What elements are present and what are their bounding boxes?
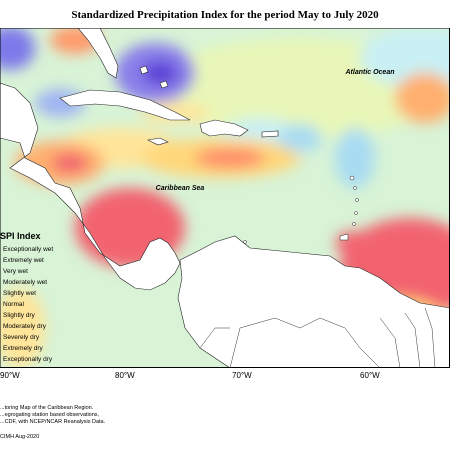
- legend-label: Extremely wet: [3, 257, 44, 264]
- legend-item: Very wet: [0, 266, 53, 277]
- legend-label: Moderately wet: [3, 279, 48, 286]
- legend-item: Slightly dry: [0, 310, 53, 321]
- legend-item: Normal: [0, 299, 53, 310]
- legend-item: Moderately dry: [0, 321, 53, 332]
- spi-legend: SPI Index Exceptionally wet Extremely wet…: [0, 231, 53, 365]
- spi-map: Atlantic Ocean Caribbean Sea: [0, 28, 450, 368]
- legend-title: SPI Index: [0, 231, 41, 241]
- legend-label: Severely dry: [3, 334, 40, 341]
- legend-label: Moderately dry: [3, 323, 46, 330]
- legend-label: Extremely dry: [3, 345, 43, 352]
- legend-item: Exceptionally dry: [0, 354, 53, 365]
- lon-label-90w: 90°W: [0, 371, 20, 380]
- borders: [199, 307, 436, 368]
- legend-item: Extremely wet: [0, 255, 53, 266]
- legend-item: Exceptionally wet: [0, 244, 53, 255]
- legend-label: Slightly wet: [3, 290, 36, 297]
- footer-credit: CIMH Aug-2020: [0, 434, 40, 440]
- caribbean-label: Caribbean Sea: [156, 185, 205, 192]
- lon-label-80w: 80°W: [115, 371, 135, 380]
- legend-label: Very wet: [3, 268, 28, 275]
- lon-label-70w: 70°W: [232, 371, 252, 380]
- legend-item: Extremely dry: [0, 343, 53, 354]
- legend-label: Exceptionally wet: [3, 246, 54, 253]
- credit-line-2: ...egrogating station based observations…: [0, 412, 100, 418]
- credit-line-3: ...CDF, with NCEP/NCAR Reanalysis Data.: [0, 419, 106, 425]
- legend-label: Slightly dry: [3, 312, 35, 319]
- map-title: Standardized Precipitation Index for the…: [71, 9, 379, 21]
- legend-label: Normal: [3, 301, 24, 308]
- legend-item: Moderately wet: [0, 277, 53, 288]
- legend-label: Exceptionally dry: [3, 356, 53, 363]
- atlantic-label: Atlantic Ocean: [344, 69, 394, 76]
- credit-line-1: ...toring Map of the Caribbean Region.: [0, 405, 94, 411]
- legend-item: Slightly wet: [0, 288, 53, 299]
- lesser-antilles: [243, 175, 359, 244]
- land: [0, 28, 450, 368]
- lon-label-60w: 60°W: [360, 371, 380, 380]
- legend-item: Severely dry: [0, 332, 53, 343]
